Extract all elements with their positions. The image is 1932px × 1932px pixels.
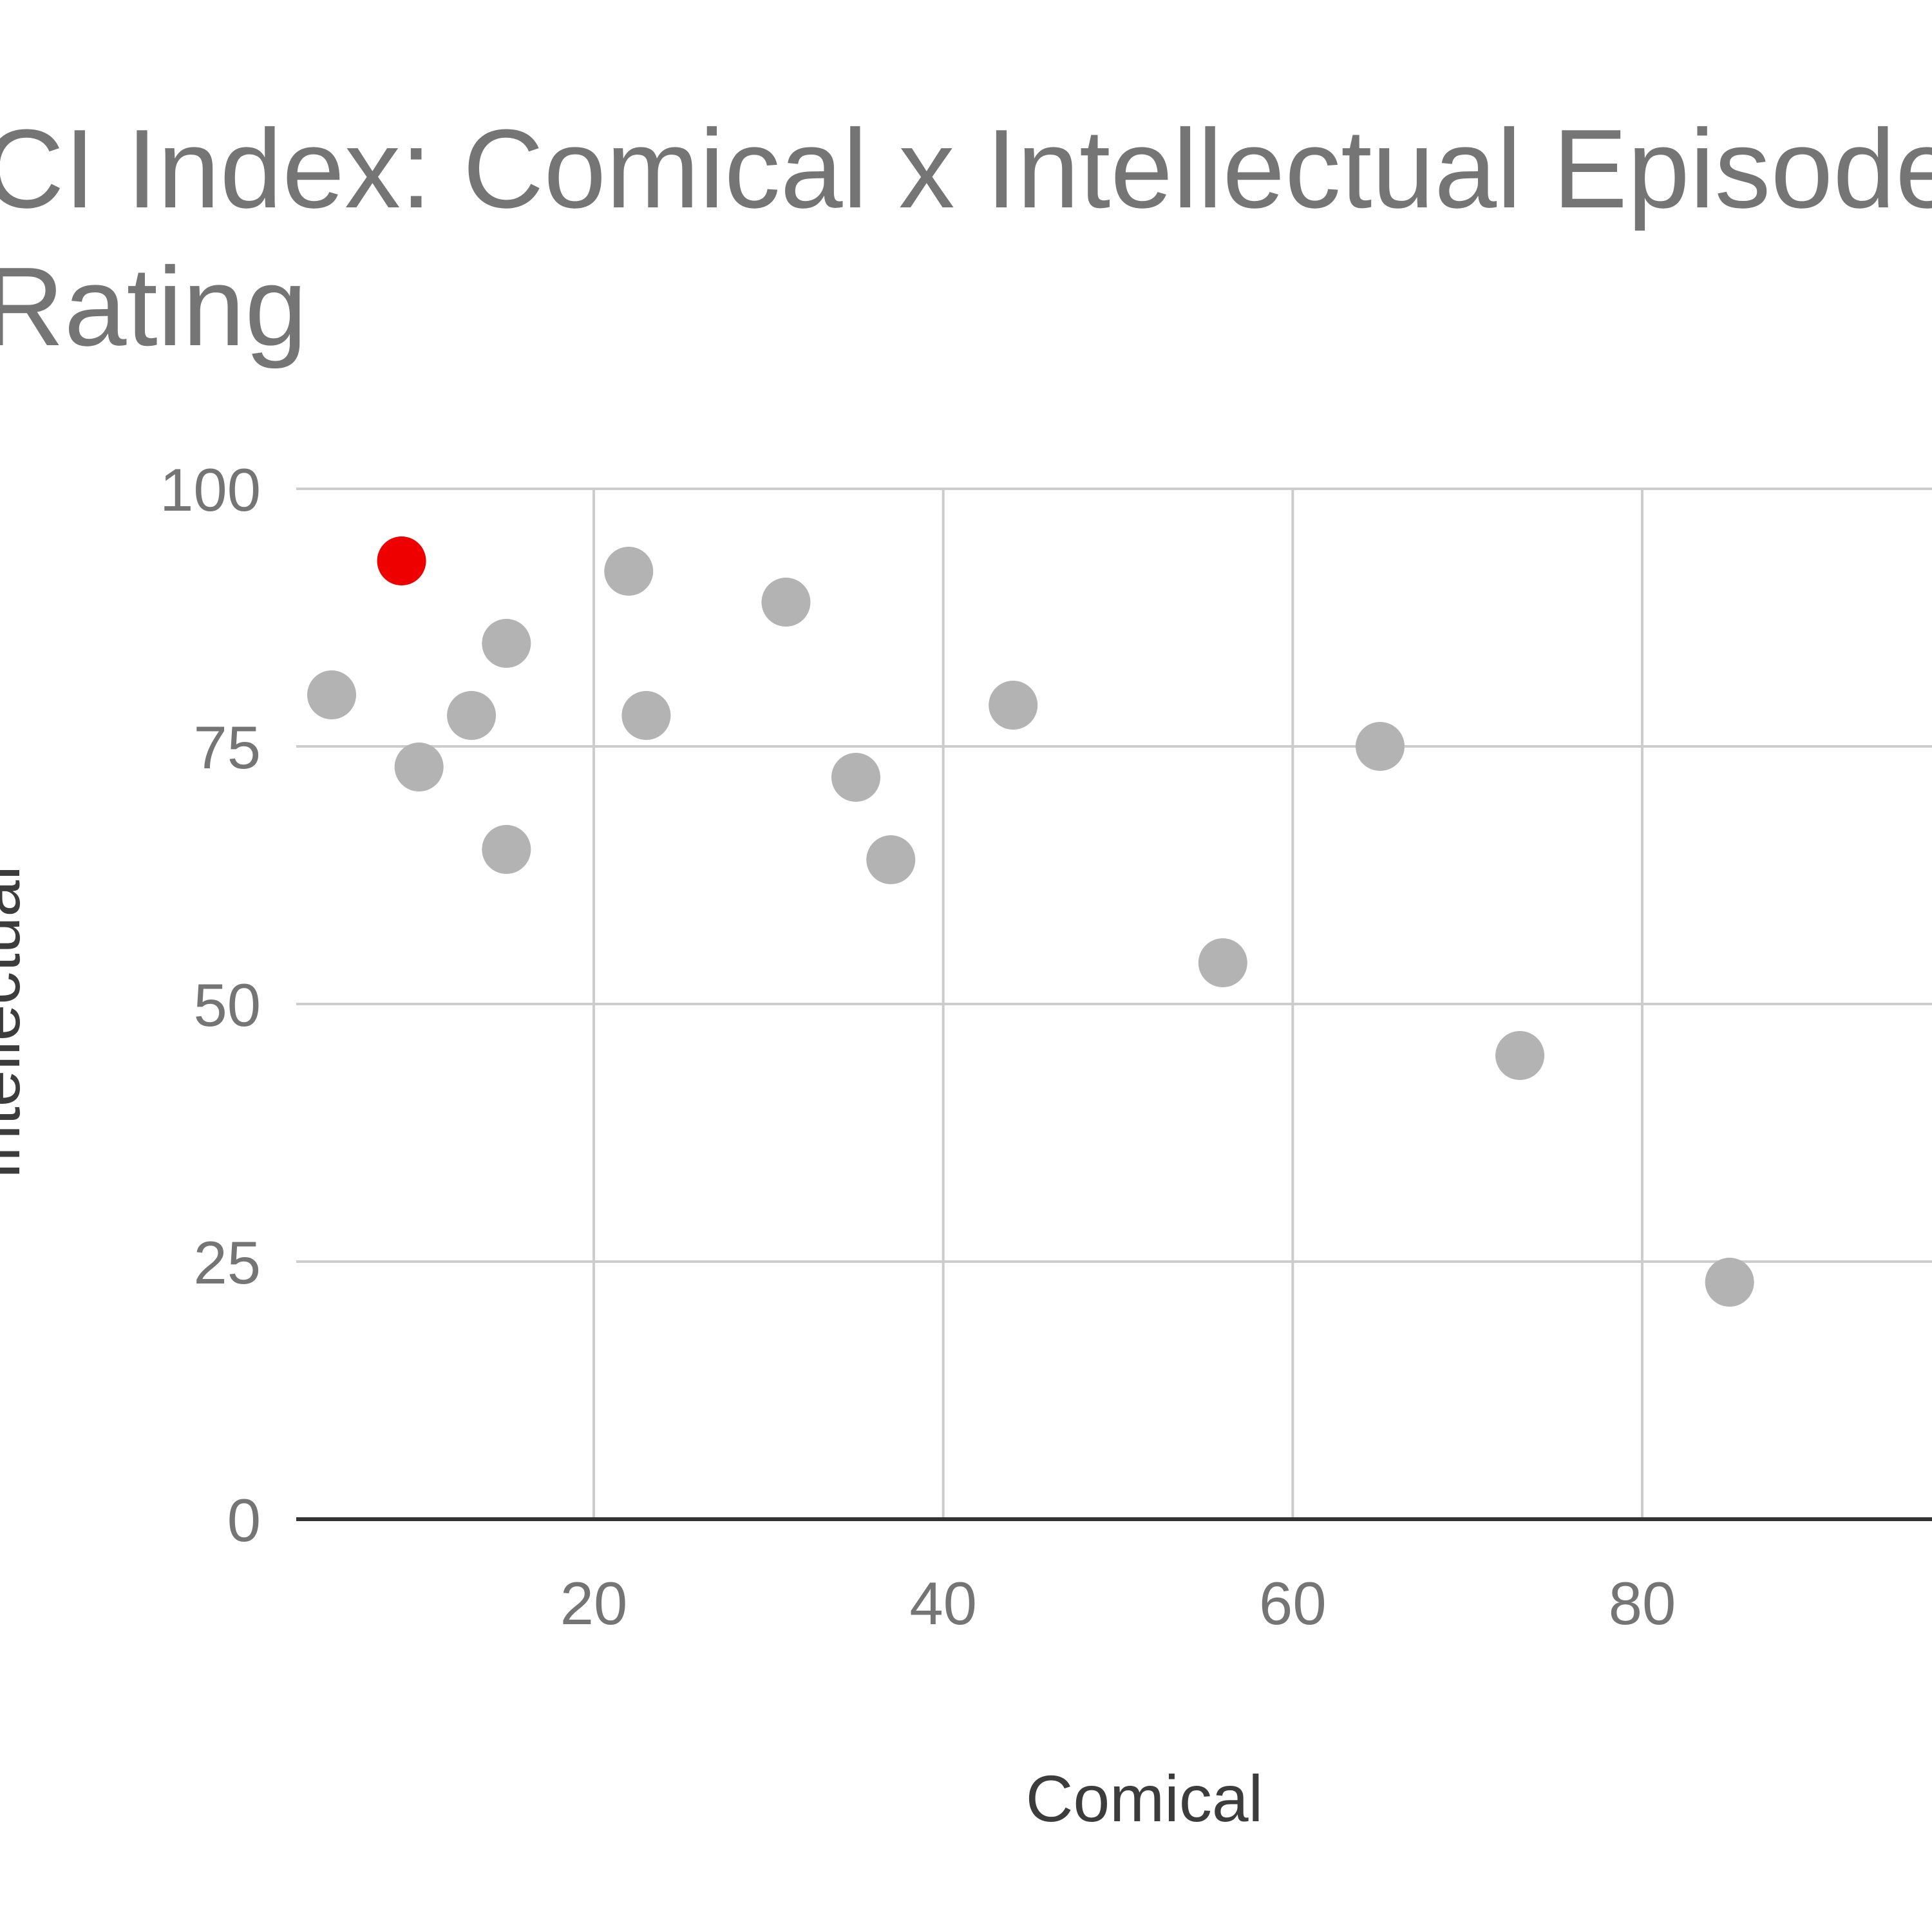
data-point [307,670,356,719]
y-tick-label: 25 [193,1229,261,1296]
x-tick-label: 40 [909,1569,977,1637]
data-points [307,536,1754,1307]
x-axis-title: Comical [1026,1762,1263,1835]
x-tick-label: 60 [1259,1569,1327,1637]
data-point [866,835,916,884]
data-point [761,578,811,627]
data-point [989,681,1038,730]
highlighted-data-point [377,536,426,585]
data-point [482,619,531,668]
data-point [1495,1031,1545,1080]
y-tick-label: 100 [160,456,261,524]
x-tick-label: 80 [1609,1569,1676,1637]
data-point [482,825,531,874]
gridlines [296,488,1932,1519]
data-point [1705,1258,1754,1307]
y-tick-label: 0 [227,1486,261,1554]
data-point [621,691,671,740]
y-tick-label: 50 [193,971,261,1039]
chart-title-line-2: Rating [0,243,307,369]
x-tick-label: 20 [560,1569,628,1637]
y-axis-title: Intellectual [0,866,33,1180]
chart-title-line-1: CI Index: Comical x Intellectual Episode [0,106,1932,231]
data-point [604,547,654,596]
data-point [831,753,880,802]
data-point [394,743,444,791]
data-point [447,691,497,740]
data-point [1356,722,1405,771]
data-point [1198,938,1247,987]
y-tick-label: 75 [193,714,261,781]
axes: 0 25 50 75 100 20 40 60 80 [160,456,1932,1637]
